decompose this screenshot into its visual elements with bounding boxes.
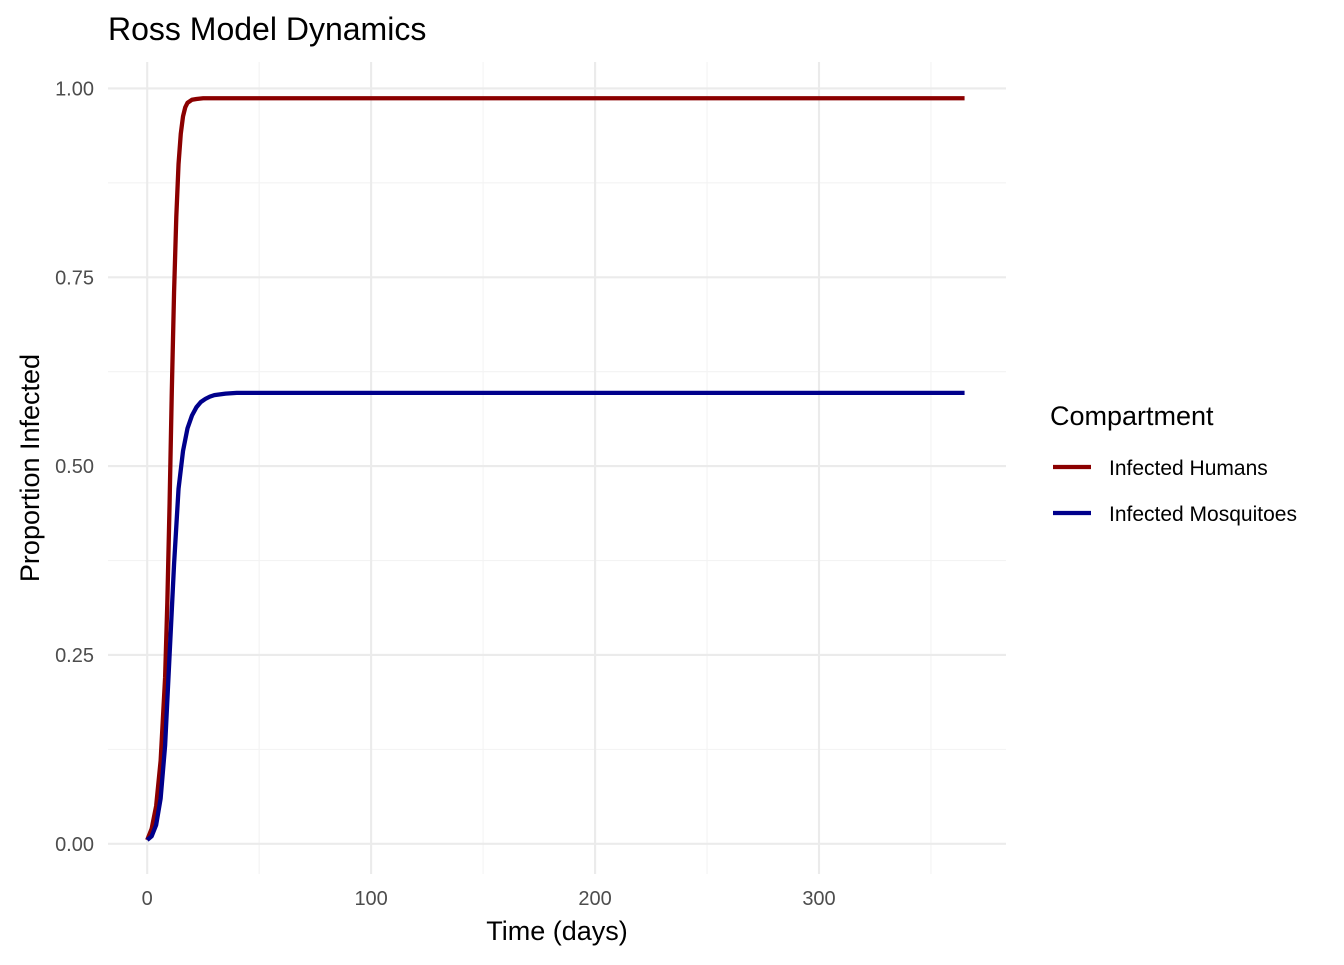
y-tick-label: 0.00 [55, 834, 94, 856]
x-tick-label: 200 [578, 888, 611, 910]
y-tick-label: 0.75 [55, 267, 94, 289]
y-axis-title: Proportion Infected [15, 354, 45, 582]
y-tick-label: 0.25 [55, 645, 94, 667]
legend: Compartment Infected Humans Infected Mos… [1050, 401, 1297, 526]
series-layer [145, 96, 965, 842]
x-axis-title: Time (days) [486, 916, 628, 946]
series-line-infected-mosquitoes [145, 390, 965, 842]
legend-label-infected-mosquitoes: Infected Mosquitoes [1109, 503, 1297, 526]
grid-layer [108, 62, 1006, 874]
x-tick-label: 0 [142, 888, 153, 910]
legend-label-infected-humans: Infected Humans [1109, 457, 1268, 480]
legend-title: Compartment [1050, 401, 1214, 431]
y-tick-label: 1.00 [55, 78, 94, 100]
legend-item-infected-mosquitoes: Infected Mosquitoes [1053, 503, 1297, 526]
x-tick-label: 300 [802, 888, 835, 910]
legend-item-infected-humans: Infected Humans [1053, 457, 1268, 480]
x-tick-label: 100 [354, 888, 387, 910]
tick-label-layer: 0 100 200 300 0.00 0.25 0.50 0.75 1.00 [55, 78, 836, 910]
series-line-infected-humans [145, 96, 965, 841]
y-tick-label: 0.50 [55, 456, 94, 478]
chart-title: Ross Model Dynamics [108, 11, 426, 47]
